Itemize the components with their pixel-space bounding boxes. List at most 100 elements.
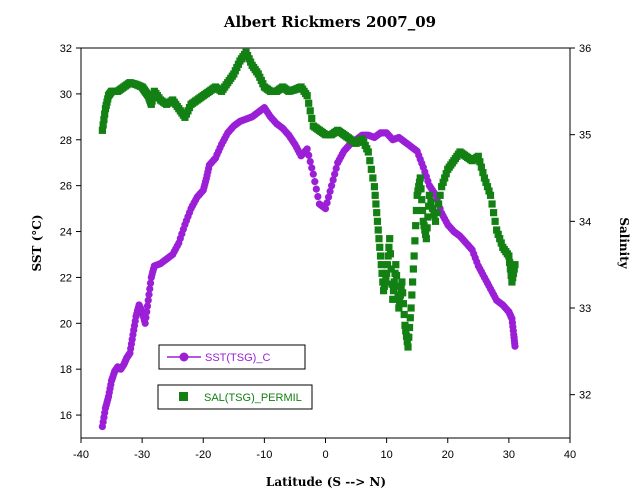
salinity-point (383, 261, 391, 269)
salinity-point (398, 278, 406, 286)
salinity-point (383, 269, 391, 277)
salinity-point (425, 202, 433, 210)
y-tick-label: 24 (60, 227, 72, 239)
salinity-point (305, 99, 313, 107)
salinity-point (417, 185, 425, 193)
y2-tick-label: 34 (579, 216, 591, 228)
sst-point (312, 185, 320, 193)
salinity-point (428, 204, 437, 212)
salinity-point (405, 323, 414, 332)
salinity-point (367, 165, 375, 173)
salinity-point (385, 243, 393, 251)
sst-point (303, 145, 311, 153)
salinity-point (381, 278, 389, 286)
sst-point (146, 285, 154, 293)
salinity-point (491, 217, 499, 225)
x-axis-label: Latitude (S --> N) (266, 475, 386, 489)
salinity-point (511, 261, 519, 269)
legend-sst-box (158, 344, 306, 370)
salinity-point (433, 209, 441, 217)
salinity-point (364, 148, 372, 156)
sst-point (311, 178, 319, 186)
salinity-point (489, 209, 498, 217)
sst-point (141, 319, 149, 327)
y-tick-label: 32 (60, 43, 72, 55)
salinity-point (392, 271, 401, 280)
y-tick-label: 16 (60, 410, 72, 422)
salinity-point (506, 265, 515, 273)
salinity-point (506, 258, 514, 267)
salinity-point (306, 107, 314, 115)
y2-axis-label: Salinity (617, 217, 631, 269)
salinity-point (371, 191, 379, 199)
salinity-point (418, 206, 427, 215)
salinity-point (376, 243, 384, 251)
sst-point (331, 170, 339, 178)
y2-tick-label: 32 (579, 390, 591, 402)
salinity-point (479, 168, 487, 177)
salinity-point (477, 163, 485, 171)
x-tick-label: 30 (503, 449, 515, 461)
salinity-point (374, 226, 382, 234)
y2-tick-label: 36 (579, 43, 591, 55)
salinity-point (392, 261, 400, 269)
y-axis-label: SST (°C) (30, 214, 44, 271)
sst-point (329, 176, 337, 184)
chart-title: Albert Rickmers 2007_09 (223, 13, 436, 31)
salinity-point (410, 252, 418, 260)
y-tick-label: 20 (60, 318, 72, 330)
salinity-point (441, 174, 449, 182)
salinity-point (431, 217, 440, 225)
salinity-point (411, 237, 419, 245)
salinity-point (366, 157, 374, 165)
legend-sst: SST(TSG)_C (158, 344, 306, 370)
salinity-point (373, 217, 382, 225)
legend-sal-marker (179, 392, 188, 401)
sst-point (144, 296, 152, 304)
salinity-point (303, 92, 311, 100)
legend-sst-label: SST(TSG)_C (205, 352, 270, 364)
salinity-point (389, 287, 398, 295)
sst-point (324, 193, 333, 201)
y-tick-label: 26 (60, 181, 72, 193)
salinity-point (482, 178, 490, 186)
sst-point (309, 170, 317, 178)
salinity-point (376, 252, 385, 260)
salinity-point (476, 158, 484, 166)
salinity-point (439, 178, 447, 186)
series-layer (98, 48, 519, 431)
x-tick-label: -20 (195, 449, 211, 461)
sst-point (145, 291, 153, 299)
y-tick-label: 18 (60, 364, 72, 376)
salinity-point (416, 174, 424, 182)
y-tick-label: 30 (60, 89, 72, 101)
y2-axis-ticks: 32 33 34 35 36 (570, 43, 591, 402)
salinity-point (390, 278, 398, 286)
salinity-point (494, 230, 502, 238)
series-salinity (98, 48, 519, 351)
salinity-point (386, 235, 394, 243)
salinity-point (380, 282, 388, 290)
salinity-point (505, 252, 513, 260)
sst-point (142, 313, 150, 322)
salinity-point (493, 226, 501, 234)
salinity-point (418, 196, 426, 204)
x-tick-label: 20 (442, 449, 454, 461)
legend-sal: SAL(TSG)_PERMIL (157, 384, 313, 410)
salinity-point (373, 209, 381, 217)
y-axis-ticks: 16 18 20 22 24 26 28 30 32 (60, 43, 81, 422)
sst-point (328, 182, 336, 190)
salinity-point (100, 115, 108, 124)
salinity-point (508, 278, 516, 286)
sst-point (143, 302, 152, 310)
salinity-point (423, 224, 431, 232)
series-sst (98, 104, 519, 431)
salinity-point (409, 265, 417, 273)
y2-tick-label: 35 (579, 130, 591, 142)
sst-point (511, 342, 519, 350)
x-tick-label: -40 (73, 449, 89, 461)
salinity-point (393, 282, 401, 290)
sst-point (305, 151, 313, 159)
salinity-point (409, 278, 417, 286)
legend-sal-label: SAL(TSG)_PERMIL (204, 392, 302, 404)
